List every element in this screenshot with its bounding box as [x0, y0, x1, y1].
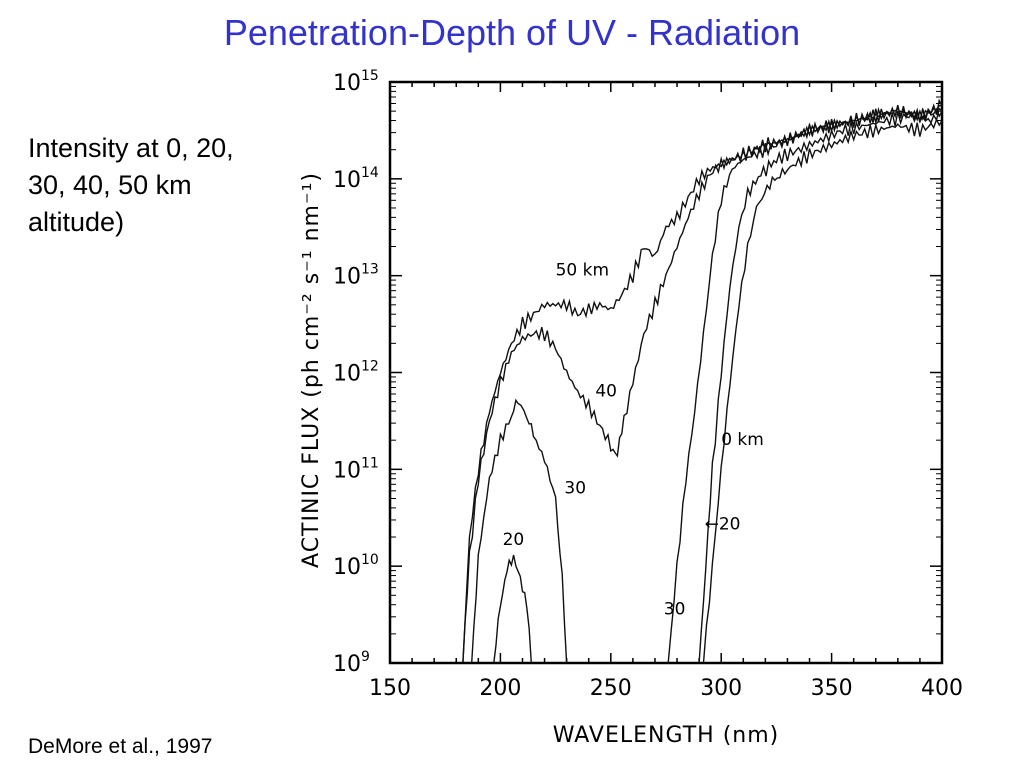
x-tick-label: 250: [590, 676, 632, 701]
x-tick-label: 300: [700, 676, 742, 701]
series-line-1: [462, 107, 943, 664]
x-tick-label: 150: [369, 676, 411, 701]
x-axis-title: WAVELENGTH (nm): [553, 723, 780, 748]
series-line-6: [702, 117, 943, 664]
series-line-3: [493, 554, 532, 664]
x-tick-label: 350: [811, 676, 853, 701]
side-text: Intensity at 0, 20, 30, 40, 50 km altitu…: [28, 133, 234, 237]
y-tick-label: 1015: [333, 68, 379, 96]
y-tick-label: 1012: [333, 359, 379, 387]
series-line-4: [667, 98, 943, 664]
y-tick-label: 1011: [333, 455, 379, 483]
x-tick-label: 200: [479, 676, 521, 701]
slide-title: Penetration-Depth of UV - Radiation: [223, 12, 801, 53]
series-label-3: 20: [503, 530, 525, 550]
y-tick-label: 1010: [333, 552, 379, 580]
series-label-6: 0 km: [721, 430, 764, 450]
plot-frame: [388, 80, 944, 665]
x-tick-label: 400: [921, 676, 963, 701]
series-label-0: 50 km: [556, 261, 609, 281]
series-line-5: [698, 107, 943, 664]
series-label-2: 30: [564, 479, 586, 499]
y-tick-label: 1013: [333, 262, 379, 290]
series-label-5: ←20: [705, 514, 741, 534]
y-axis-title: ACTINIC FLUX (ph cm⁻² s⁻¹ nm⁻¹): [299, 172, 324, 568]
series-line-2: [471, 398, 568, 664]
series-line-0: [462, 104, 943, 664]
series-label-1: 40: [595, 382, 617, 402]
citation: DeMore et al., 1997: [28, 735, 213, 758]
y-tick-label: 1014: [333, 165, 379, 193]
y-tick-label: 109: [333, 649, 370, 677]
series-label-4: 30: [664, 600, 686, 620]
